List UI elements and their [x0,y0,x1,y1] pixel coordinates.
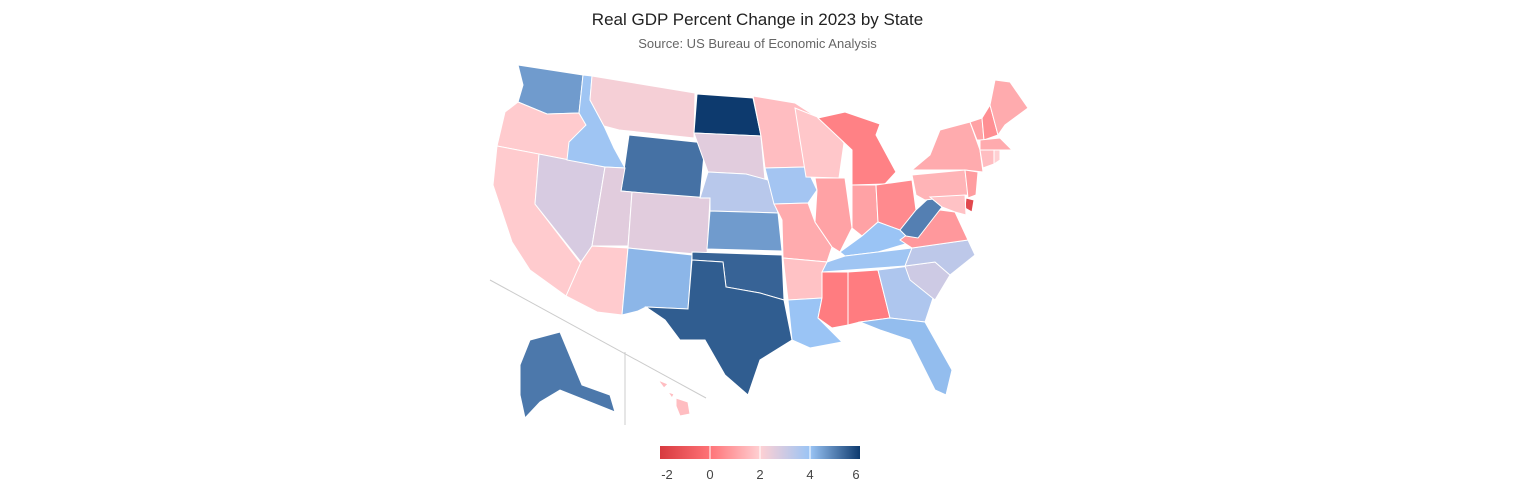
state-hawaii[interactable] [656,378,691,417]
state-north-dakota[interactable] [693,93,762,137]
state-montana[interactable] [589,75,696,139]
state-wyoming[interactable] [620,134,706,199]
state-alaska[interactable] [519,331,616,420]
legend-tick-label: 6 [852,467,859,482]
state-connecticut[interactable] [979,149,995,169]
state-iowa[interactable] [764,166,818,205]
state-mississippi[interactable] [817,271,849,329]
state-arkansas[interactable] [782,257,828,301]
state-new-jersey[interactable] [964,169,979,199]
state-missouri[interactable] [773,202,833,263]
state-new-york[interactable] [910,121,984,173]
state-maryland[interactable] [928,194,967,216]
state-delaware[interactable] [964,197,975,213]
state-florida[interactable] [858,317,953,396]
state-rhode-island[interactable] [993,149,1001,165]
legend-tick-label: 2 [756,467,763,482]
state-nebraska[interactable] [699,171,779,214]
state-michigan[interactable] [816,111,897,186]
chart-subtitle: Source: US Bureau of Economic Analysis [638,36,877,51]
legend-tick-label: 4 [806,467,813,482]
inset-divider-line [489,279,707,399]
state-kansas[interactable] [706,210,783,252]
color-legend: -2 0 2 4 6 [660,446,860,482]
state-colorado[interactable] [627,191,711,256]
state-illinois[interactable] [814,177,853,253]
chart-title: Real GDP Percent Change in 2023 by State [591,10,924,29]
legend-tick-label: -2 [661,467,673,482]
state-new-mexico[interactable] [621,247,693,316]
state-maine[interactable] [989,79,1029,137]
state-texas[interactable] [644,259,793,396]
legend-tick-label: 0 [706,467,713,482]
state-massachusetts[interactable] [979,137,1014,151]
